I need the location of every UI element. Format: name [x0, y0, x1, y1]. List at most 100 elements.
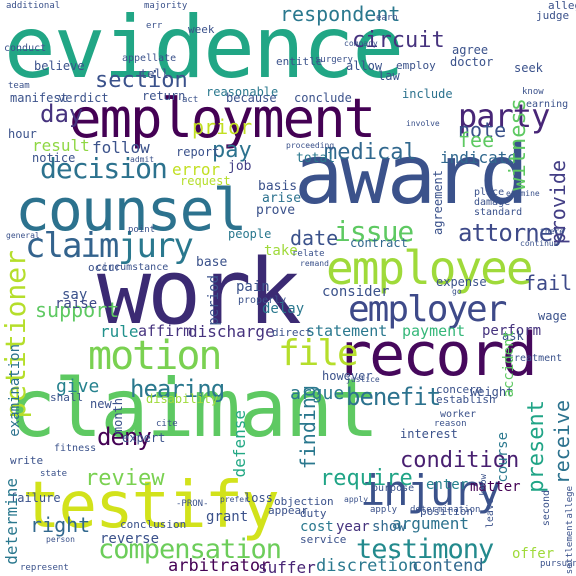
word-shall: shall [50, 391, 84, 404]
word-discharge: discharge [188, 322, 275, 341]
word-prior: prior [192, 115, 253, 139]
word-conduct: conduct [4, 43, 47, 54]
word-allege: leave [485, 498, 496, 529]
word-claimant: claimant [8, 362, 379, 455]
word-refuse: prefer [220, 495, 249, 504]
word-accident: accident [501, 330, 517, 398]
word-follow: follow [92, 138, 150, 157]
word-raise: raise [55, 296, 98, 312]
word-entitle: entitle [276, 55, 323, 68]
word-err: allege [548, 0, 576, 12]
word-record: record [336, 320, 538, 390]
word-additional: earn [376, 13, 398, 23]
word-point: additional [6, 1, 61, 11]
word-year: year [336, 519, 370, 535]
word-notice: notice [32, 151, 76, 165]
word-condition: condition [400, 448, 520, 473]
word-wage: wage [538, 309, 567, 323]
word-new: new [90, 397, 112, 411]
word-proceeding: state [40, 469, 68, 479]
word-take: take [264, 243, 298, 259]
word-arise: arise [262, 191, 302, 206]
word-motion: motion [88, 333, 222, 379]
word-pay: pay [212, 138, 252, 163]
word-perform: perform [482, 323, 542, 339]
word-finding: finding [296, 385, 320, 470]
word-present: present [524, 400, 549, 493]
word-decision: decision [40, 152, 168, 185]
word-determine: determine [2, 478, 21, 565]
word-seek: seek [514, 61, 543, 75]
word-involve: point [128, 225, 156, 235]
word-reasonable: reasonable [206, 85, 279, 99]
word-treatment: second [541, 490, 552, 527]
word-date: date [290, 226, 339, 250]
word-give: give [56, 376, 100, 397]
word-award: award [294, 128, 529, 223]
word-believe: believe [34, 59, 85, 73]
word-conclusion: conclusion [120, 518, 187, 531]
word-represent: determination [410, 505, 481, 515]
word-pron: go [452, 287, 462, 296]
word-damage: damage [474, 197, 511, 208]
word-employee: employee [326, 241, 534, 295]
word-period: period [206, 275, 222, 326]
word-settlement: settlement [565, 520, 575, 575]
word-duty: duty [300, 507, 327, 520]
word-expert: expert [122, 431, 166, 445]
word-issue: issue [334, 215, 414, 248]
word-request: request [180, 174, 231, 188]
word-testimony: testimony [356, 534, 494, 565]
word-grant: grant [206, 509, 249, 525]
word-law: law [378, 69, 400, 83]
word-place: place [474, 187, 505, 198]
word-admit: majority [144, 1, 188, 11]
word-evidence: evidence [4, 0, 404, 98]
word-contend: contend [412, 556, 484, 576]
word-work: work [97, 240, 302, 345]
word-witness: witness [506, 98, 531, 191]
word-agree: agree [452, 43, 489, 57]
word-employer: employer [348, 289, 507, 330]
word-worker: worker [440, 409, 477, 420]
word-cause: there [540, 227, 565, 236]
word-service: service [300, 533, 347, 546]
word-hearing: hearing [130, 375, 225, 403]
word-indicate: indicate [440, 148, 518, 167]
word-include: include [402, 87, 453, 101]
word-require: require [320, 466, 413, 491]
word-reverse: reverse [100, 531, 160, 547]
word-consider: consider [322, 284, 390, 300]
word-report: report [176, 145, 220, 159]
word-contract: contract [350, 236, 408, 250]
word-hold: team [8, 81, 30, 91]
word-relate: relate [292, 249, 325, 259]
word-interest: interest [400, 427, 458, 441]
word-fitness: fitness [54, 443, 97, 454]
word-cite: involve [406, 119, 440, 128]
word-injury: injury [360, 466, 502, 515]
word-fee: fee [458, 128, 495, 152]
word-compensation: compensation [98, 534, 282, 565]
word-note: note [458, 118, 507, 142]
word-job: job [228, 159, 252, 174]
word-circuit: circuit [352, 28, 445, 53]
word-properly: properly [238, 295, 287, 306]
word-pain: pain [236, 279, 270, 295]
word-support: support [35, 298, 120, 322]
word-verdict: verdict [58, 91, 109, 105]
word-however: however [322, 369, 373, 383]
word-return: return [142, 89, 186, 103]
word-fail: fail [524, 271, 573, 295]
word-section: section [95, 68, 188, 93]
word-prefer: apply [344, 495, 369, 504]
word-appear: appear [268, 504, 308, 517]
word-party: party [458, 97, 550, 135]
word-standard: standard [474, 207, 523, 218]
word-argue: argue [290, 383, 345, 404]
word-suffer: suffer [258, 558, 316, 576]
word-direct: direct [272, 326, 312, 339]
word-people: people [228, 227, 272, 241]
word-set: pursuant [540, 559, 576, 569]
